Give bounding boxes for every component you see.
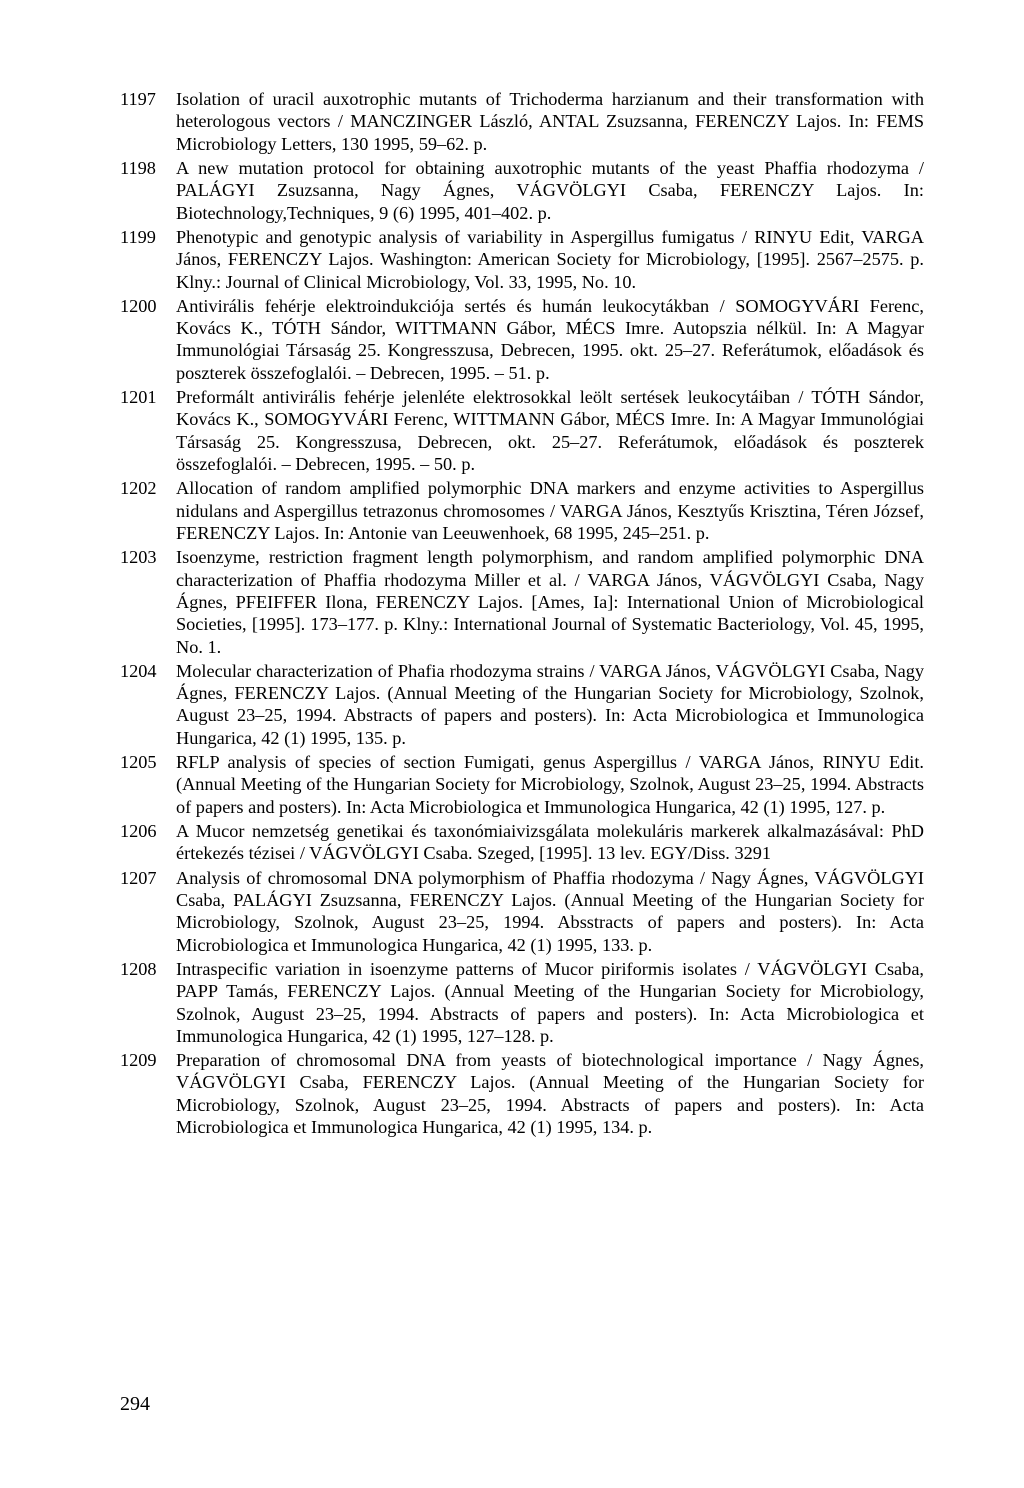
page-content: 1197Isolation of uracil auxotrophic muta… bbox=[0, 0, 1024, 1200]
entry-number: 1209 bbox=[120, 1049, 176, 1138]
entry-text: Phenotypic and genotypic analysis of var… bbox=[176, 226, 924, 293]
page-number: 294 bbox=[120, 1393, 150, 1416]
entry-text: Intraspecific variation in isoenzyme pat… bbox=[176, 958, 924, 1047]
bibliography-entry: 1209Preparation of chromosomal DNA from … bbox=[120, 1049, 924, 1138]
bibliography-entry: 1198A new mutation protocol for obtainin… bbox=[120, 157, 924, 224]
bibliography-entry: 1200Antivirális fehérje elektroindukciój… bbox=[120, 295, 924, 384]
entry-text: Molecular characterization of Phafia rho… bbox=[176, 660, 924, 749]
entry-text: Preparation of chromosomal DNA from yeas… bbox=[176, 1049, 924, 1138]
entry-number: 1203 bbox=[120, 546, 176, 658]
entry-number: 1206 bbox=[120, 820, 176, 865]
entry-text: A Mucor nemzetség genetikai és taxonómia… bbox=[176, 820, 924, 865]
entry-text: A new mutation protocol for obtaining au… bbox=[176, 157, 924, 224]
bibliography-list: 1197Isolation of uracil auxotrophic muta… bbox=[120, 88, 924, 1138]
entry-number: 1197 bbox=[120, 88, 176, 155]
entry-text: Isolation of uracil auxotrophic mutants … bbox=[176, 88, 924, 155]
bibliography-entry: 1206A Mucor nemzetség genetikai és taxon… bbox=[120, 820, 924, 865]
entry-number: 1202 bbox=[120, 477, 176, 544]
bibliography-entry: 1197Isolation of uracil auxotrophic muta… bbox=[120, 88, 924, 155]
bibliography-entry: 1205RFLP analysis of species of section … bbox=[120, 751, 924, 818]
entry-number: 1205 bbox=[120, 751, 176, 818]
bibliography-entry: 1202Allocation of random amplified polym… bbox=[120, 477, 924, 544]
entry-text: Allocation of random amplified polymorph… bbox=[176, 477, 924, 544]
entry-text: Antivirális fehérje elektroindukciója se… bbox=[176, 295, 924, 384]
bibliography-entry: 1203Isoenzyme, restriction fragment leng… bbox=[120, 546, 924, 658]
entry-number: 1201 bbox=[120, 386, 176, 475]
bibliography-entry: 1199Phenotypic and genotypic analysis of… bbox=[120, 226, 924, 293]
entry-number: 1200 bbox=[120, 295, 176, 384]
entry-text: Isoenzyme, restriction fragment length p… bbox=[176, 546, 924, 658]
entry-number: 1207 bbox=[120, 867, 176, 956]
bibliography-entry: 1207Analysis of chromosomal DNA polymorp… bbox=[120, 867, 924, 956]
bibliography-entry: 1204Molecular characterization of Phafia… bbox=[120, 660, 924, 749]
entry-number: 1204 bbox=[120, 660, 176, 749]
entry-text: Preformált antivirális fehérje jelenléte… bbox=[176, 386, 924, 475]
entry-text: RFLP analysis of species of section Fumi… bbox=[176, 751, 924, 818]
bibliography-entry: 1201Preformált antivirális fehérje jelen… bbox=[120, 386, 924, 475]
bibliography-entry: 1208Intraspecific variation in isoenzyme… bbox=[120, 958, 924, 1047]
entry-text: Analysis of chromosomal DNA polymorphism… bbox=[176, 867, 924, 956]
entry-number: 1208 bbox=[120, 958, 176, 1047]
entry-number: 1198 bbox=[120, 157, 176, 224]
entry-number: 1199 bbox=[120, 226, 176, 293]
